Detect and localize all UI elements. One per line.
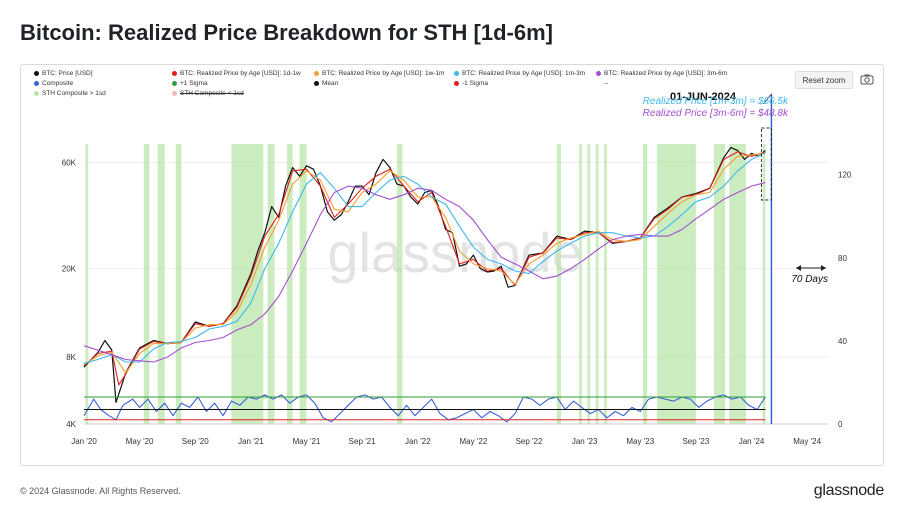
legend-swatch: [34, 81, 39, 86]
legend-item[interactable]: BTC: Realized Price by Age [USD]: 1w-1m: [314, 70, 444, 77]
legend-label: BTC: Realized Price by Age [USD]: 3m-6m: [604, 70, 728, 77]
camera-icon[interactable]: [860, 72, 874, 86]
legend-swatch: [34, 71, 39, 76]
legend-item[interactable]: BTC: Price [USD]: [34, 70, 93, 77]
legend-label: +1 Sigma: [180, 80, 208, 87]
legend-label: STH Composite > 1sd: [42, 90, 106, 97]
legend: BTC: Price [USD] BTC: Realized Price by A…: [34, 70, 734, 102]
legend-item[interactable]: BTC: Realized Price by Age [USD]: 1m-3m: [454, 70, 585, 77]
legend-label: -1 Sigma: [462, 80, 489, 87]
legend-item[interactable]: STH Composite > 1sd: [34, 90, 106, 97]
legend-item[interactable]: Composite: [34, 80, 73, 87]
page-title: Bitcoin: Realized Price Breakdown for ST…: [20, 20, 553, 45]
legend-label: BTC: Realized Price by Age [USD]: 1d-1w: [180, 70, 301, 77]
reset-zoom-button[interactable]: Reset zoom: [795, 71, 853, 89]
legend-item[interactable]: STH Composite < 1sd: [172, 90, 244, 97]
legend-swatch: [34, 91, 39, 96]
legend-label: --: [604, 80, 609, 87]
chart-card: [20, 64, 884, 466]
legend-swatch: [454, 81, 459, 86]
legend-label: Mean: [322, 80, 339, 87]
legend-swatch: [454, 71, 459, 76]
legend-swatch: [596, 71, 601, 76]
legend-label: BTC: Realized Price by Age [USD]: 1m-3m: [462, 70, 586, 77]
legend-label: BTC: Realized Price by Age [USD]: 1w-1m: [322, 70, 445, 77]
legend-swatch: [314, 81, 319, 86]
legend-swatch: [172, 91, 177, 96]
copyright: © 2024 Glassnode. All Rights Reserved.: [20, 486, 181, 496]
legend-item[interactable]: Mean: [314, 80, 338, 87]
legend-item[interactable]: --: [596, 80, 608, 87]
legend-swatch: [596, 81, 601, 86]
legend-label: STH Composite < 1sd: [180, 90, 244, 97]
legend-label: Composite: [42, 80, 74, 87]
legend-item[interactable]: -1 Sigma: [454, 80, 488, 87]
legend-item[interactable]: +1 Sigma: [172, 80, 208, 87]
legend-swatch: [314, 71, 319, 76]
legend-item[interactable]: BTC: Realized Price by Age [USD]: 1d-1w: [172, 70, 301, 77]
legend-label: BTC: Price [USD]: [42, 70, 93, 77]
legend-swatch: [172, 81, 177, 86]
legend-swatch: [172, 71, 177, 76]
brand-logo: glassnode: [813, 482, 885, 499]
legend-item[interactable]: BTC: Realized Price by Age [USD]: 3m-6m: [596, 70, 727, 77]
